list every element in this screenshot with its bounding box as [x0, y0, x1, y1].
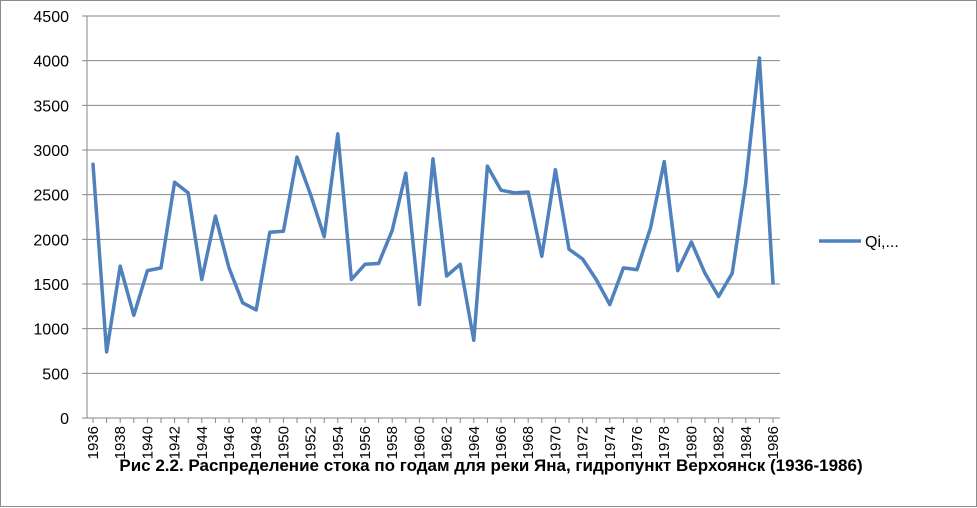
data-point — [757, 56, 761, 60]
data-point — [608, 303, 612, 306]
x-tick-label: 1980 — [683, 426, 700, 459]
data-point — [567, 247, 571, 251]
data-point — [649, 226, 653, 230]
data-point — [336, 132, 340, 136]
y-tick-label: 2000 — [33, 232, 69, 249]
x-tick-label: 1936 — [85, 426, 102, 459]
data-point — [472, 338, 476, 342]
x-tick-label: 1964 — [466, 426, 483, 459]
data-point — [390, 228, 394, 232]
y-tick-label: 4000 — [33, 54, 69, 71]
data-point — [689, 240, 693, 244]
data-point — [200, 278, 204, 281]
data-point — [363, 262, 367, 266]
gridlines — [87, 15, 780, 374]
data-point — [213, 214, 217, 218]
x-tick-label: 1954 — [330, 426, 347, 459]
data-point — [227, 266, 231, 270]
x-tick-label: 1984 — [738, 426, 755, 459]
x-tick-label: 1952 — [303, 426, 320, 459]
data-point — [417, 303, 421, 306]
legend: Qi,... — [819, 234, 899, 251]
data-point — [744, 180, 748, 184]
y-tick-label: 2500 — [33, 188, 69, 205]
y-tick-label: 3500 — [33, 98, 69, 115]
x-tick-label: 1958 — [384, 426, 401, 459]
x-tick-label: 1974 — [602, 426, 619, 459]
chart-title: Рис 2.2. Распределение стока по годам дл… — [119, 456, 863, 475]
data-point — [349, 278, 353, 281]
x-tick-label: 1976 — [629, 426, 646, 459]
y-tick-label: 1500 — [33, 277, 69, 294]
data-point — [635, 268, 639, 272]
data-point — [431, 157, 435, 161]
data-point — [581, 257, 585, 261]
data-point — [526, 190, 530, 194]
x-tick-label: 1986 — [765, 426, 782, 459]
x-tick-label: 1962 — [439, 426, 456, 459]
data-point — [445, 274, 449, 278]
data-point — [268, 230, 272, 234]
data-point — [553, 168, 557, 172]
data-point — [662, 160, 666, 164]
data-point — [159, 266, 163, 270]
data-point — [499, 188, 503, 192]
data-point — [281, 229, 285, 233]
data-point — [458, 262, 462, 266]
x-tick-label: 1942 — [167, 426, 184, 459]
series-line — [91, 56, 775, 354]
x-tick-label: 1938 — [112, 426, 129, 459]
y-tick-label: 3000 — [33, 143, 69, 160]
data-point — [173, 180, 177, 184]
data-point — [322, 235, 326, 239]
data-point — [105, 350, 109, 354]
x-tick-label: 1940 — [139, 426, 156, 459]
data-point — [254, 308, 258, 312]
data-point — [404, 171, 408, 175]
legend-label: Qi,... — [865, 234, 899, 251]
y-tick-label: 4500 — [33, 9, 69, 26]
data-point — [730, 271, 734, 275]
x-tick-label: 1970 — [547, 426, 564, 459]
x-tick-label: 1946 — [221, 426, 238, 459]
y-tick-label: 0 — [60, 411, 69, 428]
data-point — [91, 162, 95, 166]
series-group — [91, 56, 775, 354]
data-point — [132, 313, 136, 317]
x-tick-label: 1966 — [493, 426, 510, 459]
data-point — [241, 301, 245, 305]
data-point — [186, 191, 190, 195]
x-tick-label: 1972 — [575, 426, 592, 459]
y-tick-label: 1000 — [33, 322, 69, 339]
y-tick-label: 500 — [42, 366, 69, 383]
data-point — [309, 193, 313, 197]
x-tick-label: 1948 — [248, 426, 265, 459]
data-point — [717, 295, 721, 298]
data-point — [540, 254, 544, 258]
data-point — [676, 269, 680, 273]
data-point — [145, 269, 149, 273]
x-tick-label: 1956 — [357, 426, 374, 459]
x-tick-label: 1960 — [411, 426, 428, 459]
x-tick-label: 1978 — [656, 426, 673, 459]
data-point — [377, 262, 381, 265]
data-point — [513, 191, 517, 195]
data-point — [703, 271, 707, 275]
data-point — [118, 264, 122, 268]
data-point — [295, 155, 299, 159]
data-point — [621, 266, 625, 270]
x-tick-label: 1944 — [194, 426, 211, 459]
data-point — [771, 281, 775, 285]
x-tick-label: 1968 — [520, 426, 537, 459]
x-tick-label: 1982 — [711, 426, 728, 459]
data-point — [594, 278, 598, 281]
x-axis-ticks: 1936 1938 1940 1942 1944 1946 1948 1950 1952 1954… — [85, 418, 782, 459]
x-tick-label: 1950 — [275, 426, 292, 459]
data-point — [485, 164, 489, 168]
y-axis-ticks: 0 500 1000 1500 2000 2500 3000 3500 4000 4500 — [33, 9, 87, 428]
